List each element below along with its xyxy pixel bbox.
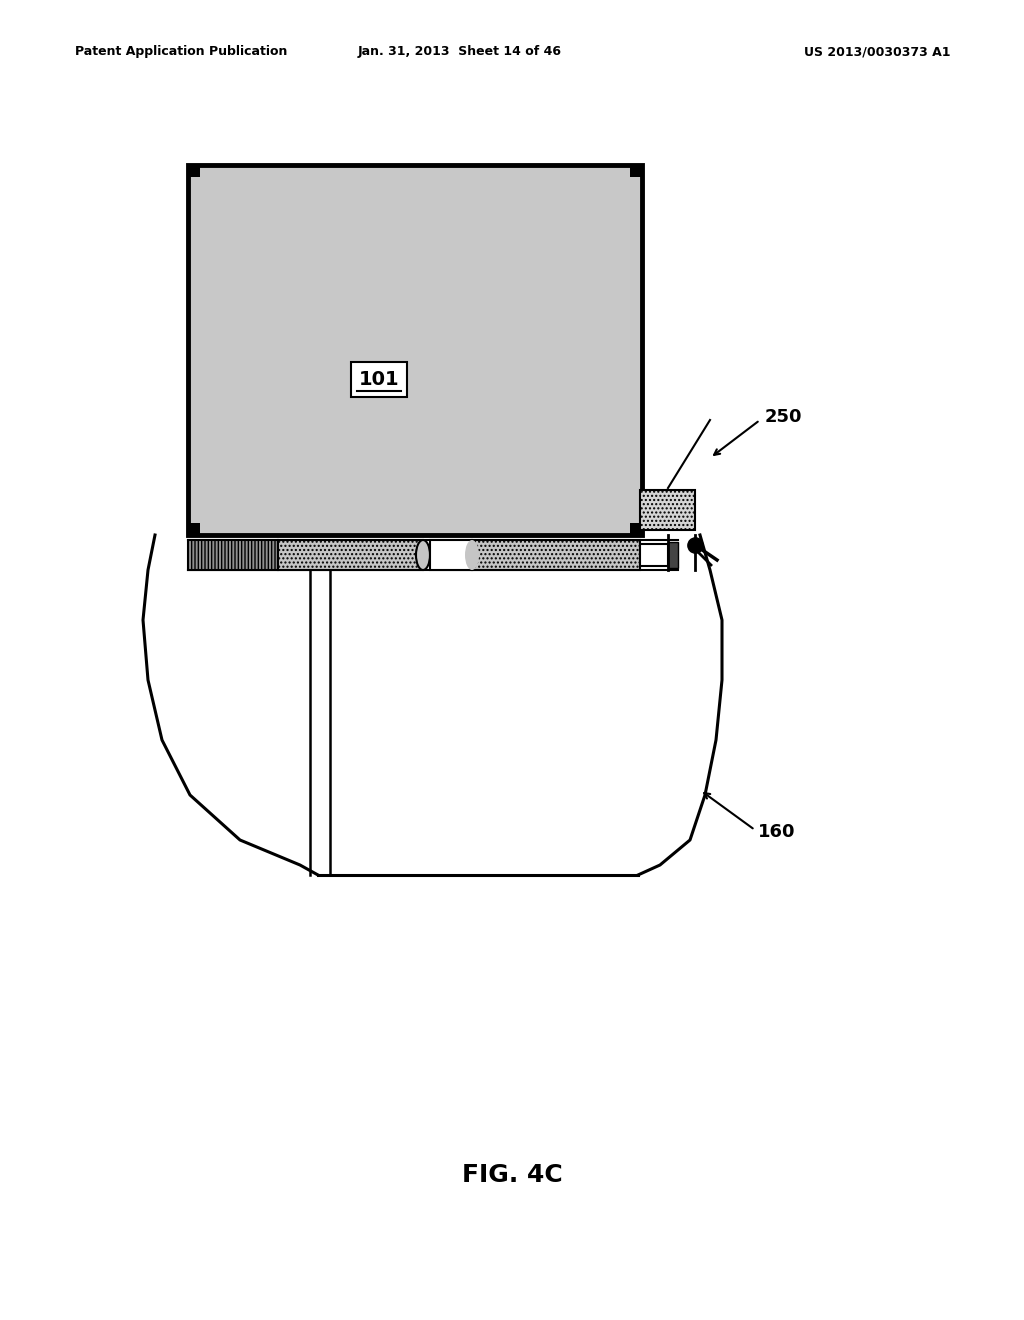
Bar <box>630 523 642 535</box>
Bar <box>188 165 642 535</box>
Bar <box>640 544 668 566</box>
Ellipse shape <box>416 540 430 570</box>
Bar <box>430 540 472 570</box>
Bar <box>668 543 678 568</box>
Bar <box>188 540 278 570</box>
Text: Patent Application Publication: Patent Application Publication <box>75 45 288 58</box>
Text: 250: 250 <box>765 408 803 426</box>
Bar <box>278 540 423 570</box>
Text: FIG. 4C: FIG. 4C <box>462 1163 562 1187</box>
Bar <box>188 165 200 177</box>
Text: Jan. 31, 2013  Sheet 14 of 46: Jan. 31, 2013 Sheet 14 of 46 <box>358 45 562 58</box>
Text: US 2013/0030373 A1: US 2013/0030373 A1 <box>804 45 950 58</box>
Text: 101: 101 <box>358 370 399 389</box>
Bar <box>472 540 640 570</box>
Bar <box>630 165 642 177</box>
Text: 160: 160 <box>758 822 796 841</box>
Bar <box>188 523 200 535</box>
Bar <box>640 490 695 531</box>
Ellipse shape <box>465 540 479 570</box>
Bar <box>188 165 642 535</box>
